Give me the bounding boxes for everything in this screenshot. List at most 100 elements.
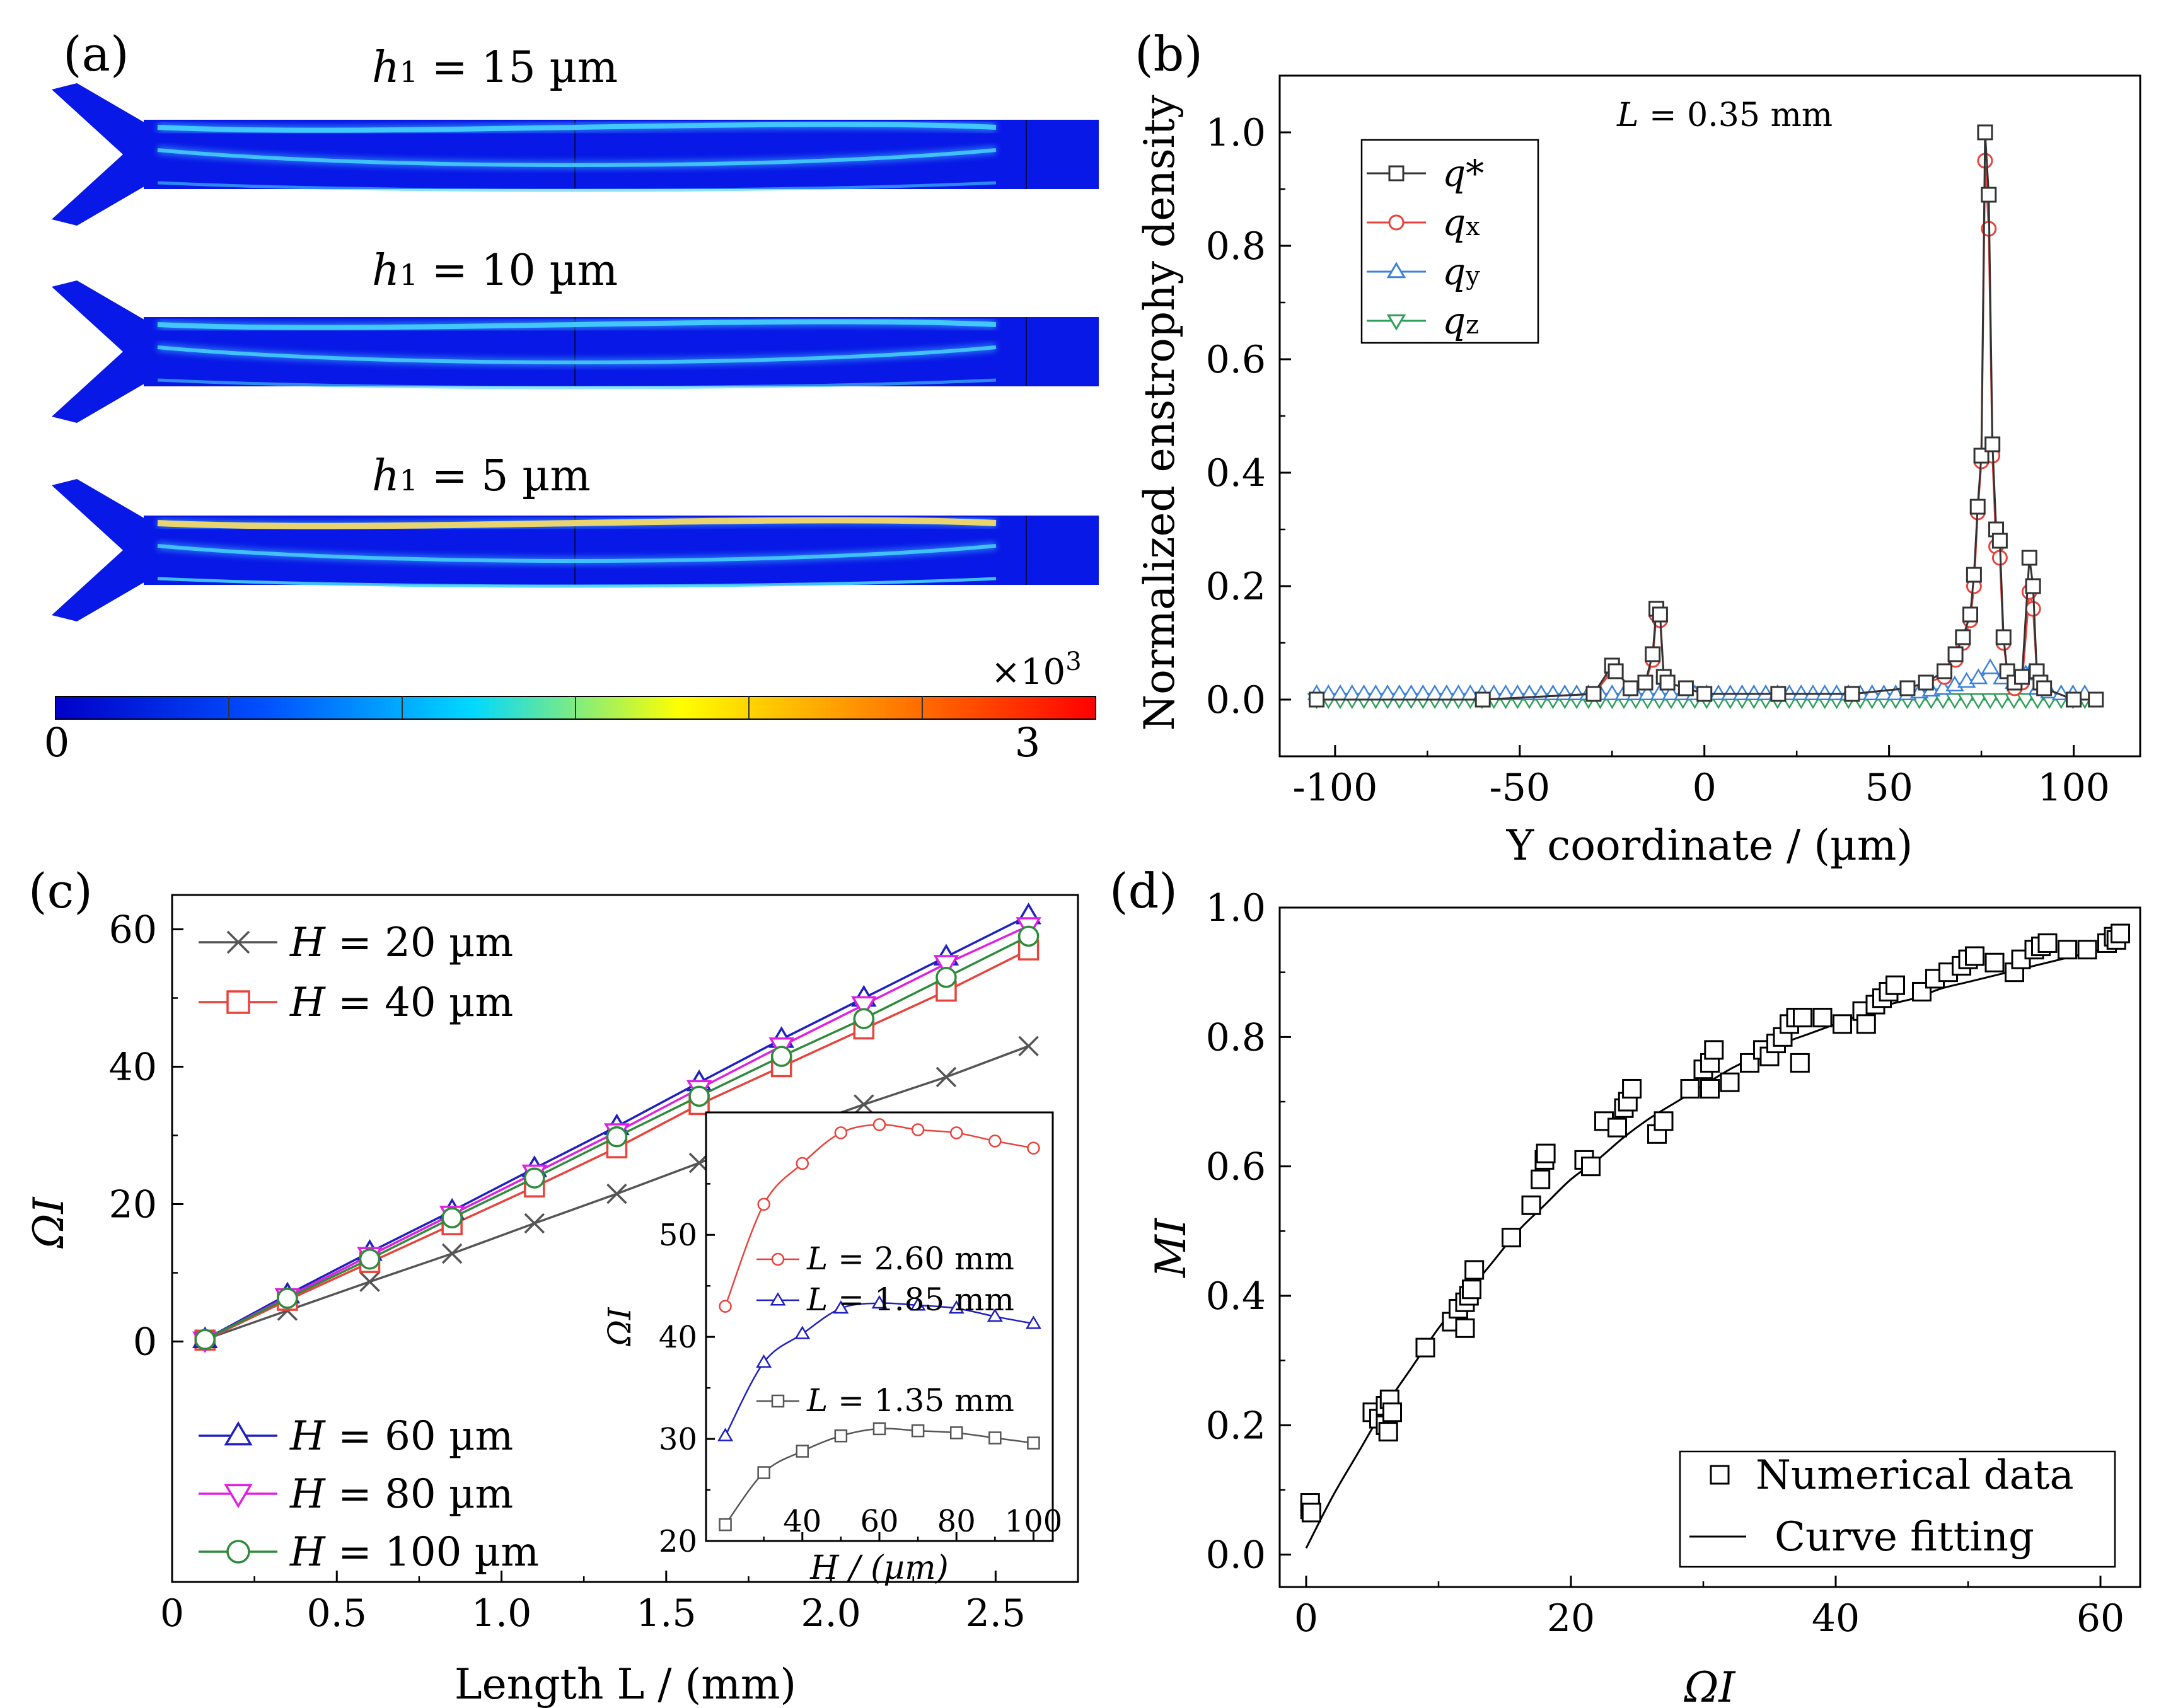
panel-d-point [2111, 923, 2130, 943]
panel-b-point-qy [1567, 684, 1586, 701]
inset-ticks: 40 60 80 100 20 30 40 50 [659, 1183, 1063, 1559]
channel-3-inlet-lower [52, 550, 146, 621]
panel-c-legend-marker [224, 1484, 253, 1508]
panel-b-legend-marker-qx [1388, 214, 1405, 231]
panel-d-point [1521, 1195, 1541, 1215]
channel-3-wall-band [157, 577, 997, 588]
inset-point [1027, 1436, 1040, 1450]
svg-text:h1 = 5 µm: h1 = 5 µm [372, 451, 591, 501]
panel-d-point [2077, 940, 2097, 960]
panel-d-xtick-label: 20 [1547, 1596, 1595, 1641]
panel-d-point [2037, 933, 2058, 953]
panel-c-legend-marker [226, 1540, 250, 1564]
inset-point [833, 1300, 849, 1314]
svg-text:h1 = 15 µm: h1 = 15 µm [372, 43, 618, 93]
panel-b-point-q* [2088, 691, 2104, 708]
panel-b-point-q* [1966, 567, 1982, 583]
inset-ytick-label: 50 [659, 1218, 697, 1253]
panel-b-xtick-label: -50 [1489, 766, 1550, 810]
panel-b-point-q* [1637, 674, 1654, 691]
channel-title-3: h1 = 5 µm [372, 451, 591, 501]
panel-d-point [1382, 1402, 1402, 1422]
panel-d-point [1531, 1169, 1551, 1189]
panel-b-point-q* [1899, 680, 1916, 696]
inset-xlabel: H / (µm) [809, 1549, 949, 1587]
inset-ytick-label: 30 [659, 1422, 697, 1457]
inset-point [948, 1300, 964, 1314]
panel-d-legend-entries: Numerical data Curve fitting [1689, 1452, 2074, 1561]
panel-c-ytick-label: 20 [109, 1183, 157, 1227]
panel-b-point-q* [1969, 499, 1986, 515]
inset-point [796, 1157, 809, 1170]
panel-b-point-q* [1984, 436, 2001, 453]
channel-title-3-sub: 1 [400, 463, 418, 497]
panel-c-point [770, 1046, 792, 1067]
channel-3-inlet-upper [52, 479, 146, 550]
panel-d-ticks: 0 20 40 60 0.0 0.2 0.4 0.6 0.8 1.0 [1206, 886, 2125, 1641]
panel-b-label: (b) [1135, 26, 1203, 82]
panel-b-point-qz [1969, 693, 1988, 710]
inset-point [911, 1424, 925, 1438]
panel-b-point-q* [1696, 686, 1713, 702]
panel-b-ytick-label: 0.8 [1206, 224, 1266, 268]
panel-c-label: (c) [28, 863, 93, 919]
panel-c-ytick-label: 0 [133, 1320, 157, 1365]
panel-c-point [194, 1329, 216, 1350]
channel-title-2-rest: = 10 µm [418, 246, 618, 296]
panel-d-legend-marker [1710, 1465, 1730, 1485]
panel-d-xlabel: ΩI [1684, 1663, 1737, 1708]
panel-b-legend-marker-qz [1386, 314, 1406, 331]
panel-b-point-qy [1981, 658, 2000, 674]
panel-c-series-H = 100 µm [194, 925, 1040, 1350]
panel-b-point-qz [1945, 693, 1964, 710]
panel-b-point-qy [1744, 684, 1764, 701]
channel-title-1-symbol: h [372, 43, 400, 93]
panel-d-point [1607, 1117, 1627, 1138]
svg-text:h1 = 10 µm: h1 = 10 µm [372, 246, 618, 296]
colorbar-ticks [228, 696, 923, 719]
panel-b: -100 -50 0 50 100 0.0 0.2 0.4 0.6 0.8 1.0 L = 0.35… [1135, 74, 2141, 870]
inset-series-L = 1.85 mm [717, 1295, 1041, 1441]
panel-c-point [854, 1094, 874, 1115]
panel-c-point [688, 1085, 710, 1107]
panel-d-point [1680, 1078, 1700, 1099]
channel-1-inlet-upper [52, 83, 146, 154]
channel-1-inlet-lower [52, 154, 146, 226]
panel-d-ytick-label: 0.2 [1206, 1404, 1266, 1448]
panel-b-point-qy [1709, 684, 1728, 701]
panel-b-point-qy [1874, 684, 1894, 701]
panel-c-ytick-label: 60 [109, 908, 157, 952]
panel-b-point-q* [1955, 629, 1971, 645]
panel-d-point [2058, 940, 2077, 960]
inset-xtick-label: 100 [1005, 1504, 1063, 1539]
colorbar-scale: ×103 [991, 647, 1082, 693]
panel-c-xlabel: Length L / (mm) [455, 1660, 796, 1708]
panel-d-point [1700, 1078, 1720, 1099]
panel-d-ylabel: MI [1147, 1217, 1195, 1278]
panel-c-point [441, 1207, 463, 1229]
panel-b-point-qz [1981, 693, 2000, 710]
panel-a-label: (a) [63, 26, 129, 82]
inset-point [834, 1126, 848, 1140]
panel-c-point [935, 1066, 957, 1088]
panel-c-point [524, 1213, 545, 1234]
channel-title-3-symbol: h [372, 451, 400, 501]
panel-b-point-qy [1662, 684, 1681, 701]
panel-d-xtick-label: 0 [1294, 1596, 1318, 1641]
panel-b-annotation: L = 0.35 mm [1616, 96, 1833, 134]
panel-d-point [1833, 1014, 1852, 1034]
channel-title-1: h1 = 15 µm [372, 43, 618, 93]
panel-c-point [606, 1126, 628, 1148]
panel-c-legend-label: H = 20 µm [289, 920, 513, 966]
panel-c-legend-label: H = 80 µm [289, 1471, 513, 1518]
panel-b-ytick-label: 1.0 [1206, 111, 1266, 155]
channel-title-2-sub: 1 [400, 258, 418, 292]
panel-b-point-q* [1918, 674, 1934, 691]
panel-c-point [851, 996, 877, 1018]
inset-legend-marker [771, 1252, 785, 1266]
panel-d-xtick-label: 60 [2077, 1596, 2124, 1641]
panel-d-point [1812, 1008, 1833, 1028]
panel-c-point [1018, 1036, 1039, 1057]
panel-b-point-q* [1607, 663, 1624, 679]
panel-d-ytick-label: 0.8 [1206, 1015, 1266, 1059]
